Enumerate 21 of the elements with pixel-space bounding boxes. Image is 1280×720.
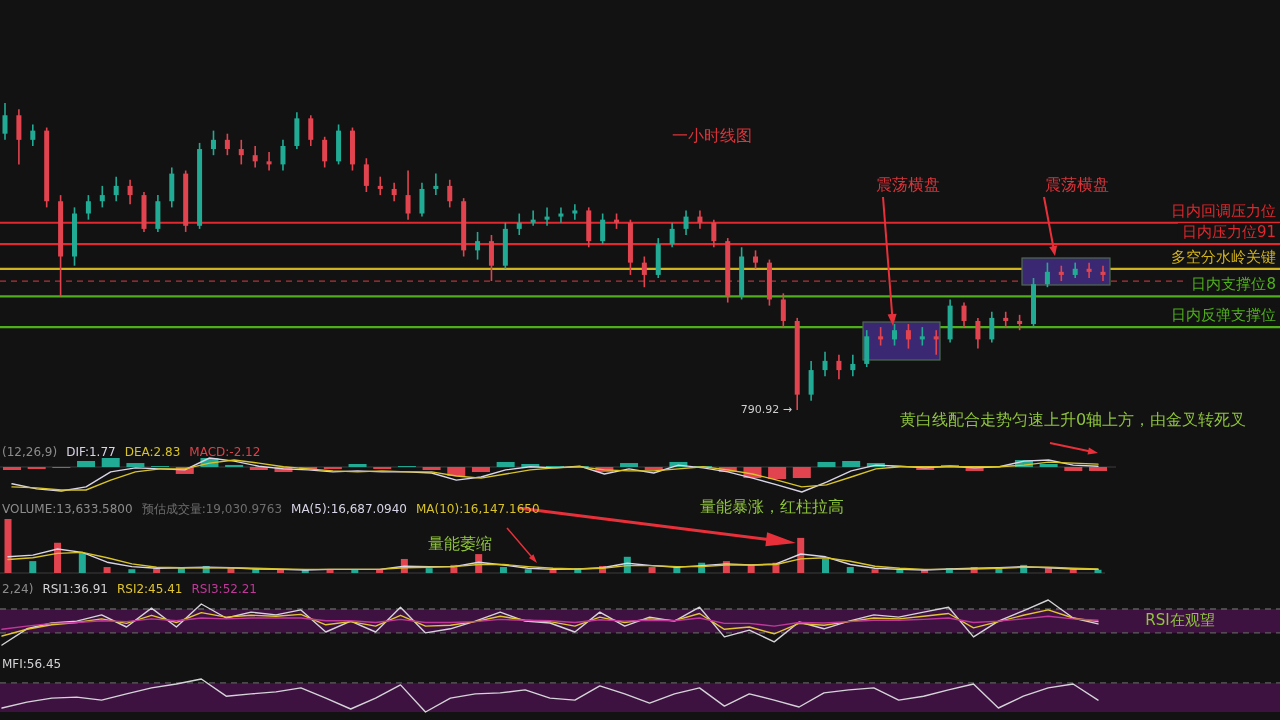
- legend: (12,26,9) DIF:1.77 DEA:2.83: [2, 445, 181, 459]
- annotation: 黄白线配合走势匀速上升0轴上方，由金叉转死叉: [900, 409, 1247, 429]
- ref-line-label: 日内支撑位8: [1187, 275, 1280, 294]
- legend: MACD:-2.12: [189, 445, 261, 459]
- text: 一小时线图: [672, 125, 752, 145]
- text: 量能暴涨，红柱拉高: [700, 496, 844, 516]
- text: RSI3:52.21: [191, 582, 257, 596]
- legend: MA(5):16,687.0940 MA(10):16,147.1650: [291, 502, 540, 516]
- annotation: 震荡横盘: [1045, 174, 1109, 194]
- text: RSI1:36.91: [42, 582, 108, 596]
- annotation: 790.92 →: [740, 402, 792, 416]
- text: VOLUME:13,633.5800: [2, 502, 133, 516]
- annotation: 震荡横盘: [876, 174, 940, 194]
- ref-line-label: 日内压力位91: [1177, 223, 1280, 242]
- ref-line-label: 日内反弹支撑位: [1167, 306, 1280, 325]
- annotation: 量能萎缩: [428, 533, 492, 553]
- text: 2,24): [2, 582, 34, 596]
- text: 预估成交量:19,030.9763: [141, 502, 283, 516]
- legend: MFI:56.45: [2, 657, 62, 671]
- text: RSI在观望: [1145, 611, 1215, 629]
- text: RSI2:45.41: [116, 582, 183, 596]
